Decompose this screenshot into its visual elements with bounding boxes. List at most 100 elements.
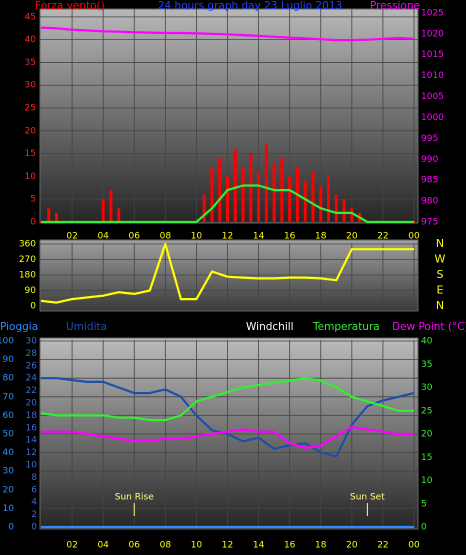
x-tick-label: 10 [191,541,203,551]
x-tick-label: 00 [408,541,420,551]
y-tick-label: 1000 [421,113,444,123]
y-tick-label: 45 [25,12,36,22]
x-tick-label: 12 [222,541,233,551]
bar [334,194,338,222]
bar [257,171,261,222]
y-tick-label: 10 [25,172,37,182]
y-tick-label: 15 [25,149,36,159]
y-tick-label: 25 [421,406,432,416]
y-tick-label: 16 [26,423,38,433]
x-tick-label: 20 [346,541,358,551]
bar [218,158,222,222]
panel-direction [39,239,419,312]
y-tick-label: 995 [421,134,438,144]
y-tick-label: 35 [25,58,36,68]
y-tick-label: 360 [19,240,36,250]
bar [55,212,59,222]
x-tick-label: 22 [377,541,388,551]
y-tick-label: 90 [3,355,15,365]
x-tick-label: 18 [315,541,327,551]
y-tick-label: 180 [19,271,36,281]
legend-label: Forza vento() [35,0,105,12]
x-tick-label: 00 [408,232,420,242]
bar [342,199,346,222]
legend-label: Dew Point (°C) [392,321,466,333]
x-tick-label: 02 [66,541,77,551]
legend-label: Pressione [370,0,420,12]
y-tick-label: 30 [26,337,38,347]
x-tick-label: 20 [346,232,358,242]
bar [241,167,245,222]
bar [233,149,237,222]
bar [117,208,121,222]
y-tick-label: E [437,284,444,297]
bar [350,208,354,222]
bar [319,185,323,222]
bar [202,194,206,222]
y-tick-label: 12 [26,448,37,458]
y-tick-label: 10 [26,461,38,471]
y-tick-label: 20 [25,126,37,136]
y-tick-label: 40 [3,448,15,458]
y-tick-label: 28 [26,349,38,359]
y-tick-label: 20 [421,430,433,440]
x-tick-label: 16 [284,232,296,242]
y-tick-label: 980 [421,197,438,207]
x-tick-label: 04 [97,232,109,242]
y-tick-label: 1020 [421,29,444,39]
y-tick-label: 14 [26,436,38,446]
x-tick-label: 04 [97,541,109,551]
bar [272,162,276,222]
series-line [41,377,415,458]
series-line [41,425,414,449]
y-tick-label: W [435,253,446,266]
y-tick-label: 40 [25,35,37,45]
y-tick-label: 1010 [421,71,444,81]
bar [226,176,229,222]
y-tick-label: 270 [19,255,36,265]
bar [210,167,214,222]
y-tick-label: 24 [26,374,38,384]
y-tick-label: 15 [421,453,432,463]
y-tick-label: 35 [421,360,432,370]
y-tick-label: 2 [31,510,37,520]
y-tick-label: 1015 [421,50,444,60]
x-tick-label: 06 [129,541,141,551]
x-tick-label: 08 [160,541,172,551]
series-line [40,377,414,422]
y-tick-label: S [437,268,444,281]
y-tick-label: 20 [3,485,15,495]
y-tick-label: 0 [31,523,37,533]
y-tick-label: 975 [421,218,438,228]
x-tick-label: 10 [191,232,203,242]
bar [327,176,331,222]
y-tick-label: 20 [26,399,38,409]
x-tick-label: 14 [253,541,265,551]
y-tick-label: 1025 [421,8,444,18]
x-tick-label: 12 [222,232,233,242]
x-tick-label: 18 [315,232,327,242]
y-tick-label: 100 [0,337,14,347]
y-tick-label: 8 [31,473,37,483]
y-tick-label: 30 [421,383,433,393]
x-tick-label: 08 [160,232,172,242]
series-line [41,184,414,224]
y-tick-label: 5 [30,195,36,205]
y-tick-label: 18 [26,411,38,421]
y-tick-label: 0 [8,523,14,533]
legend-label: Umidita [66,321,107,333]
y-tick-label: 10 [3,504,15,514]
y-tick-label: 90 [25,286,37,296]
y-tick-label: 25 [25,104,36,114]
y-tick-label: 985 [421,176,438,186]
y-tick-label: 30 [3,467,15,477]
bar [47,208,51,222]
y-tick-label: 4 [31,498,37,508]
y-tick-label: 0 [421,523,427,533]
series-line [40,26,415,42]
legend-label: Temperatura [312,321,380,333]
y-tick-label: 80 [3,374,15,384]
y-tick-label: 990 [421,155,438,165]
